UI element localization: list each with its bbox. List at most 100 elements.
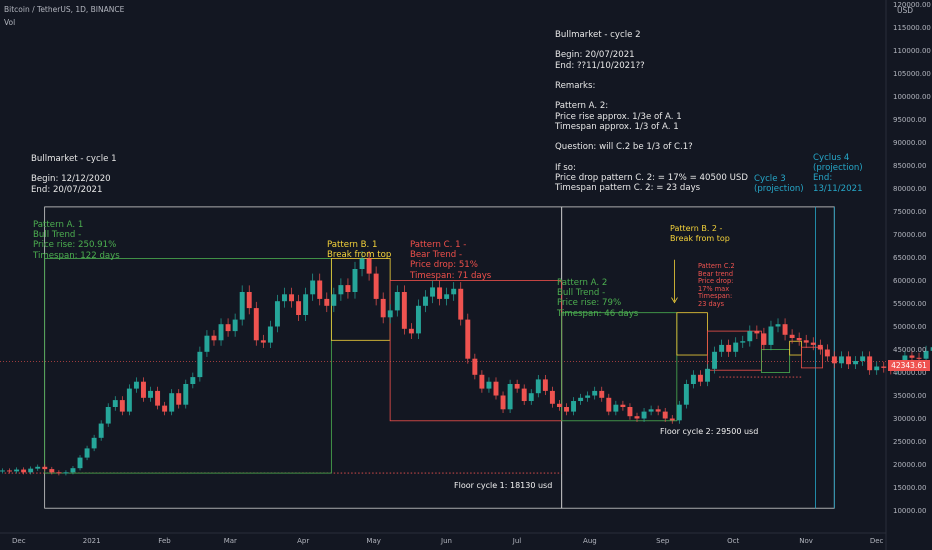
last-price-tag: 42343.61 — [888, 360, 930, 371]
price-tick-label: 65000.00 — [893, 254, 926, 262]
candle-body — [606, 397, 612, 412]
candle-body — [564, 407, 569, 412]
note-line: Pattern B. 1 — [327, 240, 378, 250]
note-line — [555, 91, 748, 101]
label-pattern-c2: Pattern C.2 Bear trend Price drop: 17% max T… — [698, 262, 735, 309]
candle-body — [585, 395, 591, 398]
candle-body — [571, 401, 577, 412]
candle-body — [754, 331, 760, 334]
symbol-title[interactable]: Bitcoin / TetherUS, 1D, BINANCE — [4, 5, 125, 14]
price-tick-label: 90000.00 — [893, 139, 926, 147]
price-tick-label: 60000.00 — [893, 277, 926, 285]
volume-indicator-label[interactable]: Vol — [4, 18, 16, 27]
label-pattern-a1: Pattern A. 1 Bull Trend - Price rise: 250.… — [33, 220, 120, 261]
candle-body — [352, 269, 358, 292]
note-line: Timespan: — [698, 292, 733, 301]
note-line: Pattern A. 1 — [33, 220, 84, 230]
candle-body — [775, 324, 781, 327]
candle-body — [521, 388, 527, 402]
candle-body — [824, 349, 830, 357]
note-line: Pattern A. 2: — [555, 101, 609, 112]
price-axis: 120000.00 115000.00 110000.00 105000.00 1000… — [893, 1, 931, 515]
price-tick-label: 55000.00 — [893, 300, 926, 308]
note-line: Timespan: 71 days — [410, 270, 492, 281]
note-line: Pattern A. 2 — [557, 278, 608, 288]
note-line: Price rise: 79% — [557, 298, 622, 309]
candle-body — [733, 342, 739, 352]
candle-body — [592, 390, 598, 396]
projection-box-c — [800, 346, 823, 369]
time-tick-label: May — [366, 537, 380, 545]
candle-body — [430, 287, 436, 297]
candle-body — [253, 308, 259, 341]
note-line: (projection) — [754, 184, 804, 195]
candle-body — [310, 280, 316, 295]
candle-body — [909, 355, 915, 358]
note-line: Bull Trend - — [33, 230, 82, 241]
time-tick-label: Feb — [158, 537, 171, 545]
note-line — [555, 40, 748, 50]
time-tick-label: Jul — [512, 537, 522, 545]
candle-body — [542, 379, 548, 391]
candle-body — [232, 319, 238, 332]
pattern-box — [676, 312, 708, 356]
candle-body — [789, 334, 795, 338]
pattern-box — [389, 280, 563, 422]
candle-body — [556, 403, 562, 407]
candle-body — [493, 381, 499, 396]
candle-body — [246, 292, 252, 309]
price-tick-label: 35000.00 — [893, 392, 926, 400]
candle-body — [627, 407, 633, 417]
candle-body — [119, 400, 125, 412]
candle-body — [613, 404, 619, 412]
note-line: End: 20/07/2021 — [31, 184, 103, 195]
price-tick-label: 70000.00 — [893, 231, 926, 239]
candle-body — [697, 374, 703, 382]
time-tick-label: Oct — [727, 537, 739, 545]
candle-body — [338, 285, 344, 295]
candle-body — [274, 301, 280, 327]
candle-body — [655, 409, 661, 412]
candle-body — [289, 294, 295, 302]
candle-body — [641, 411, 647, 419]
candle-body — [84, 448, 90, 458]
note-line: If so: — [555, 162, 576, 173]
note-line: Price drop: — [698, 277, 734, 286]
candle-body — [437, 287, 443, 299]
candle-body — [49, 469, 55, 473]
candle-body — [317, 280, 323, 299]
candle-body — [549, 390, 555, 404]
note-line: Cyclus 4 — [813, 153, 850, 163]
label-floor-cycle1: Floor cycle 1: 18130 usd — [452, 481, 555, 490]
price-tick-label: 80000.00 — [893, 185, 926, 193]
candle-body — [98, 423, 104, 438]
candle-body — [169, 393, 175, 412]
note-line: Pattern B. 2 - — [670, 224, 723, 233]
note-line: Cycle 3 — [754, 174, 786, 184]
candle-body — [874, 366, 880, 371]
pattern-box — [44, 258, 332, 474]
candle-body — [846, 356, 851, 365]
price-tick-label: 20000.00 — [893, 461, 926, 469]
note-line: Price rise: 250.91% — [33, 240, 117, 251]
candle-body — [296, 301, 302, 315]
candle-body — [225, 324, 231, 332]
time-tick-label: Nov — [799, 537, 813, 545]
candle-body — [366, 258, 372, 274]
candle-body — [810, 342, 816, 345]
candle-body — [260, 340, 266, 343]
candle-body — [916, 357, 922, 359]
candle-body — [514, 384, 520, 389]
candle-body — [155, 390, 161, 406]
note-line: Pattern C. 1 - — [410, 240, 467, 250]
note-line — [555, 152, 748, 162]
candle-body — [648, 409, 654, 412]
candle-body — [817, 344, 823, 350]
note-line: Pattern C.2 — [698, 262, 735, 270]
label-pattern-a2: Pattern A. 2 Bull Trend - Price rise: 79% T… — [557, 278, 638, 319]
time-tick-label: Apr — [297, 537, 309, 545]
candle-body — [14, 469, 20, 472]
note-line: 17% max — [698, 284, 730, 293]
candle-body — [535, 379, 541, 394]
